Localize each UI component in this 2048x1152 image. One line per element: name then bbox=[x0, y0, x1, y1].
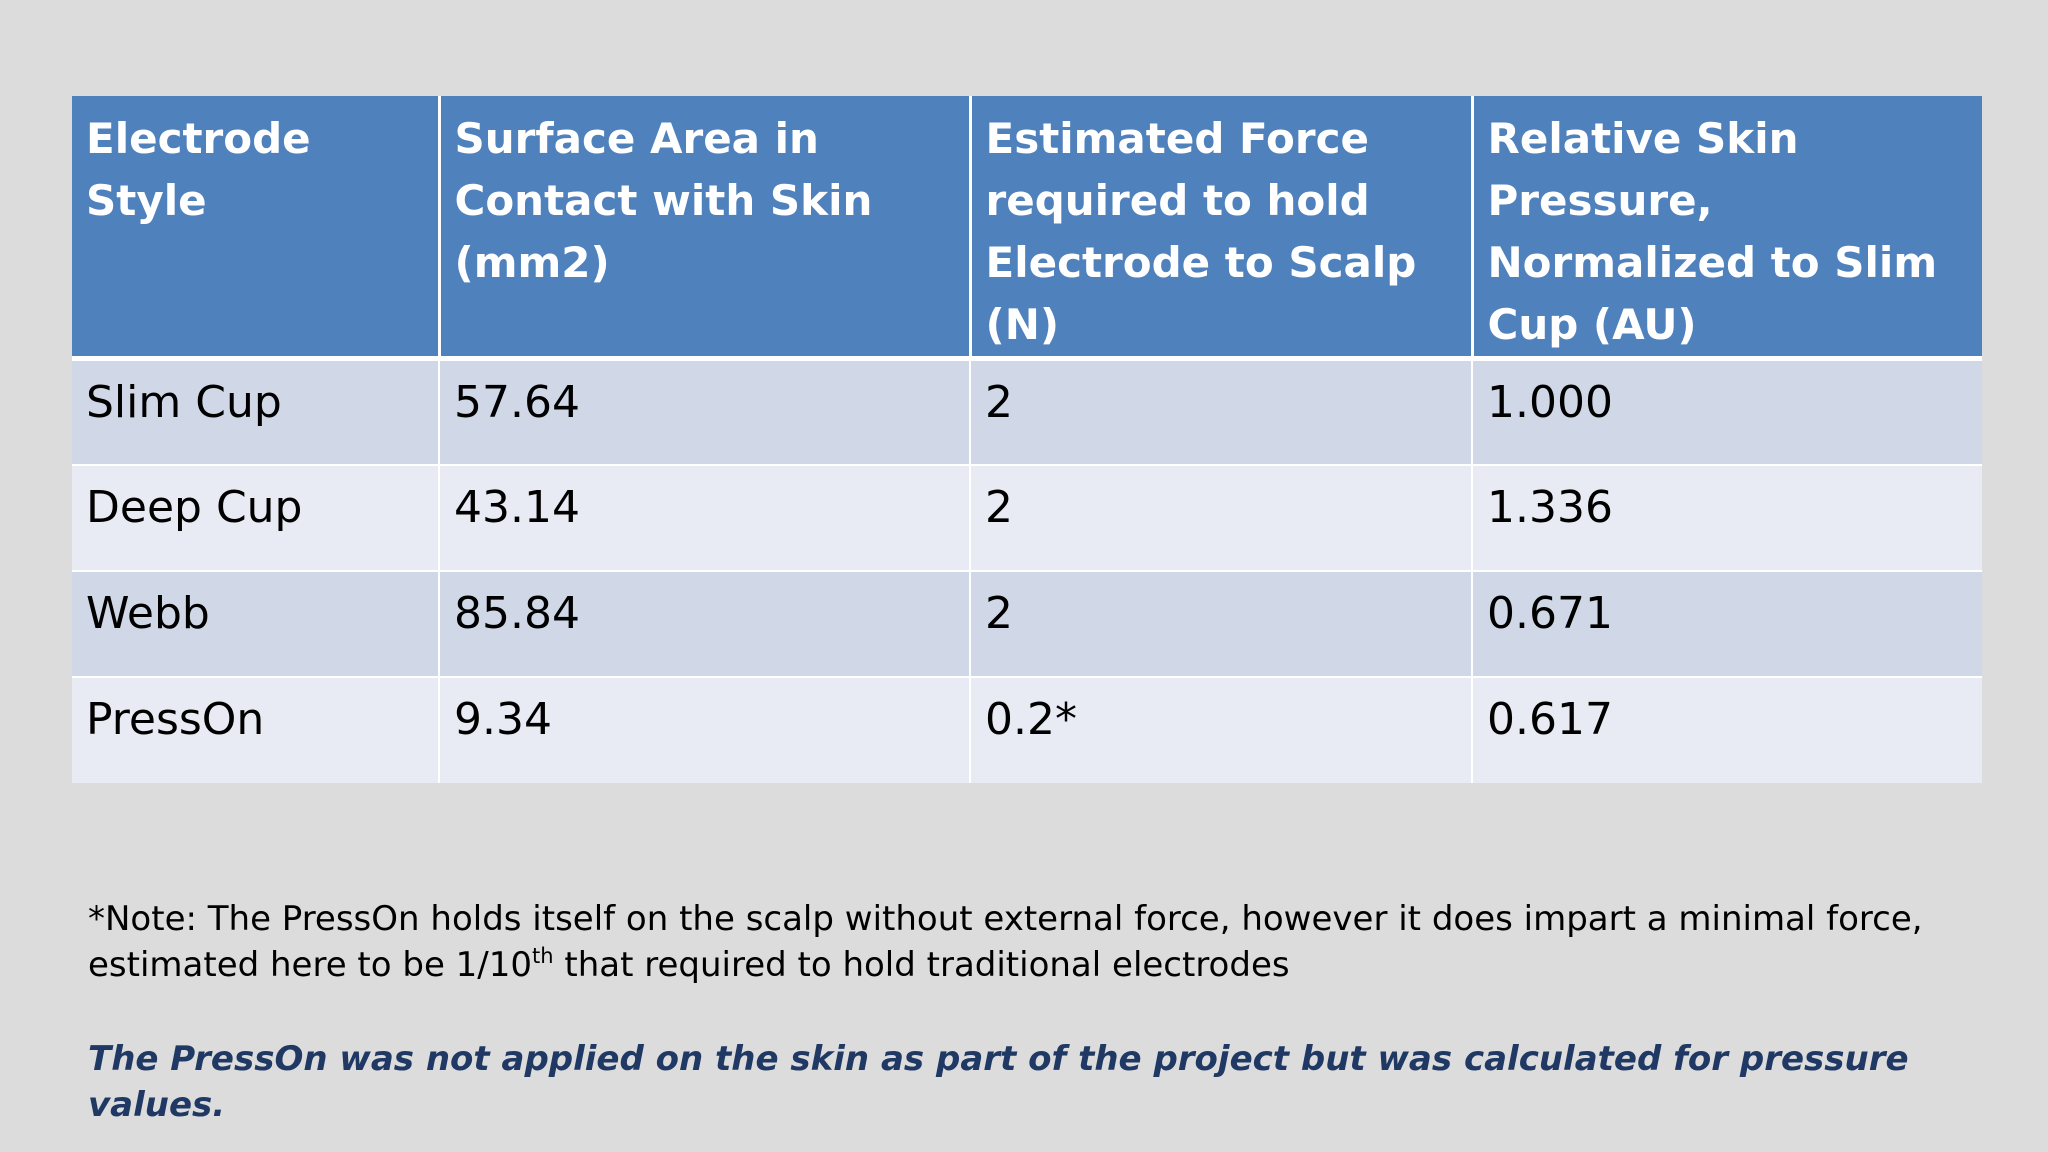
cell-relative-pressure: 1.336 bbox=[1471, 463, 1982, 571]
cell-surface-area: 9.34 bbox=[438, 675, 970, 783]
cell-electrode-style: Webb bbox=[72, 569, 439, 677]
cell-relative-pressure: 1.000 bbox=[1471, 357, 1982, 465]
electrode-comparison-table: Electrode Style Surface Area in Contact … bbox=[72, 96, 1982, 783]
footnote-text-start: *Note: The PressOn holds itself on the s… bbox=[88, 899, 1923, 985]
cell-estimated-force: 2 bbox=[969, 357, 1472, 465]
table-row: PressOn 9.34 0.2* 0.617 bbox=[72, 675, 1982, 783]
cell-relative-pressure: 0.617 bbox=[1471, 675, 1982, 783]
header-relative-pressure: Relative Skin Pressure, Normalized to Sl… bbox=[1470, 96, 1982, 361]
table-row: Webb 85.84 2 0.671 bbox=[72, 569, 1982, 677]
table-row: Slim Cup 57.64 2 1.000 bbox=[72, 357, 1982, 465]
cell-surface-area: 57.64 bbox=[438, 357, 970, 465]
table-row: Deep Cup 43.14 2 1.336 bbox=[72, 463, 1982, 571]
cell-estimated-force: 2 bbox=[969, 463, 1472, 571]
cell-estimated-force: 0.2* bbox=[969, 675, 1472, 783]
header-electrode-style: Electrode Style bbox=[72, 96, 439, 361]
cell-electrode-style: Deep Cup bbox=[72, 463, 439, 571]
header-estimated-force: Estimated Force required to hold Electro… bbox=[968, 96, 1472, 361]
table-header-row: Electrode Style Surface Area in Contact … bbox=[72, 96, 1982, 361]
footnote: *Note: The PressOn holds itself on the s… bbox=[88, 896, 1988, 988]
cell-surface-area: 85.84 bbox=[438, 569, 970, 677]
footnote-superscript: th bbox=[532, 944, 554, 968]
pressure-calculation-note: The PressOn was not applied on the skin … bbox=[88, 1039, 1909, 1125]
cell-electrode-style: Slim Cup bbox=[72, 357, 439, 465]
cell-surface-area: 43.14 bbox=[438, 463, 970, 571]
cell-electrode-style: PressOn bbox=[72, 675, 439, 783]
cell-estimated-force: 2 bbox=[969, 569, 1472, 677]
cell-relative-pressure: 0.671 bbox=[1471, 569, 1982, 677]
footnote-text-end: that required to hold traditional electr… bbox=[553, 945, 1290, 985]
header-surface-area: Surface Area in Contact with Skin (mm2) bbox=[437, 96, 970, 361]
